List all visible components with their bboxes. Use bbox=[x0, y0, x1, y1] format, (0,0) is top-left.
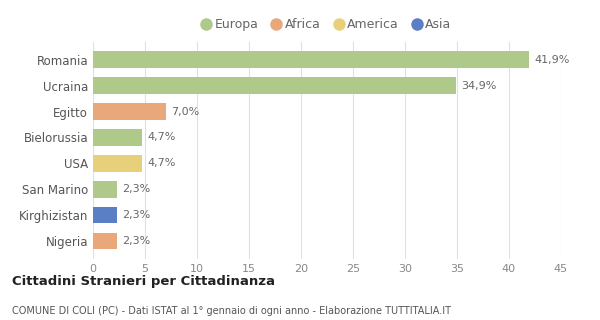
Bar bbox=[93, 181, 117, 197]
Text: 2,3%: 2,3% bbox=[122, 236, 151, 246]
Bar bbox=[93, 233, 117, 249]
Text: 2,3%: 2,3% bbox=[122, 210, 151, 220]
Text: COMUNE DI COLI (PC) - Dati ISTAT al 1° gennaio di ogni anno - Elaborazione TUTTI: COMUNE DI COLI (PC) - Dati ISTAT al 1° g… bbox=[12, 306, 451, 316]
Text: 4,7%: 4,7% bbox=[147, 132, 175, 142]
Bar bbox=[93, 52, 529, 68]
Bar bbox=[93, 103, 166, 120]
Text: 7,0%: 7,0% bbox=[171, 107, 199, 116]
Text: 34,9%: 34,9% bbox=[461, 81, 497, 91]
Text: 4,7%: 4,7% bbox=[147, 158, 175, 168]
Bar bbox=[93, 155, 142, 172]
Text: 2,3%: 2,3% bbox=[122, 184, 151, 194]
Bar bbox=[93, 129, 142, 146]
Text: Cittadini Stranieri per Cittadinanza: Cittadini Stranieri per Cittadinanza bbox=[12, 275, 275, 288]
Legend: Europa, Africa, America, Asia: Europa, Africa, America, Asia bbox=[203, 18, 451, 31]
Text: 41,9%: 41,9% bbox=[534, 55, 569, 65]
Bar bbox=[93, 77, 456, 94]
Bar bbox=[93, 207, 117, 223]
